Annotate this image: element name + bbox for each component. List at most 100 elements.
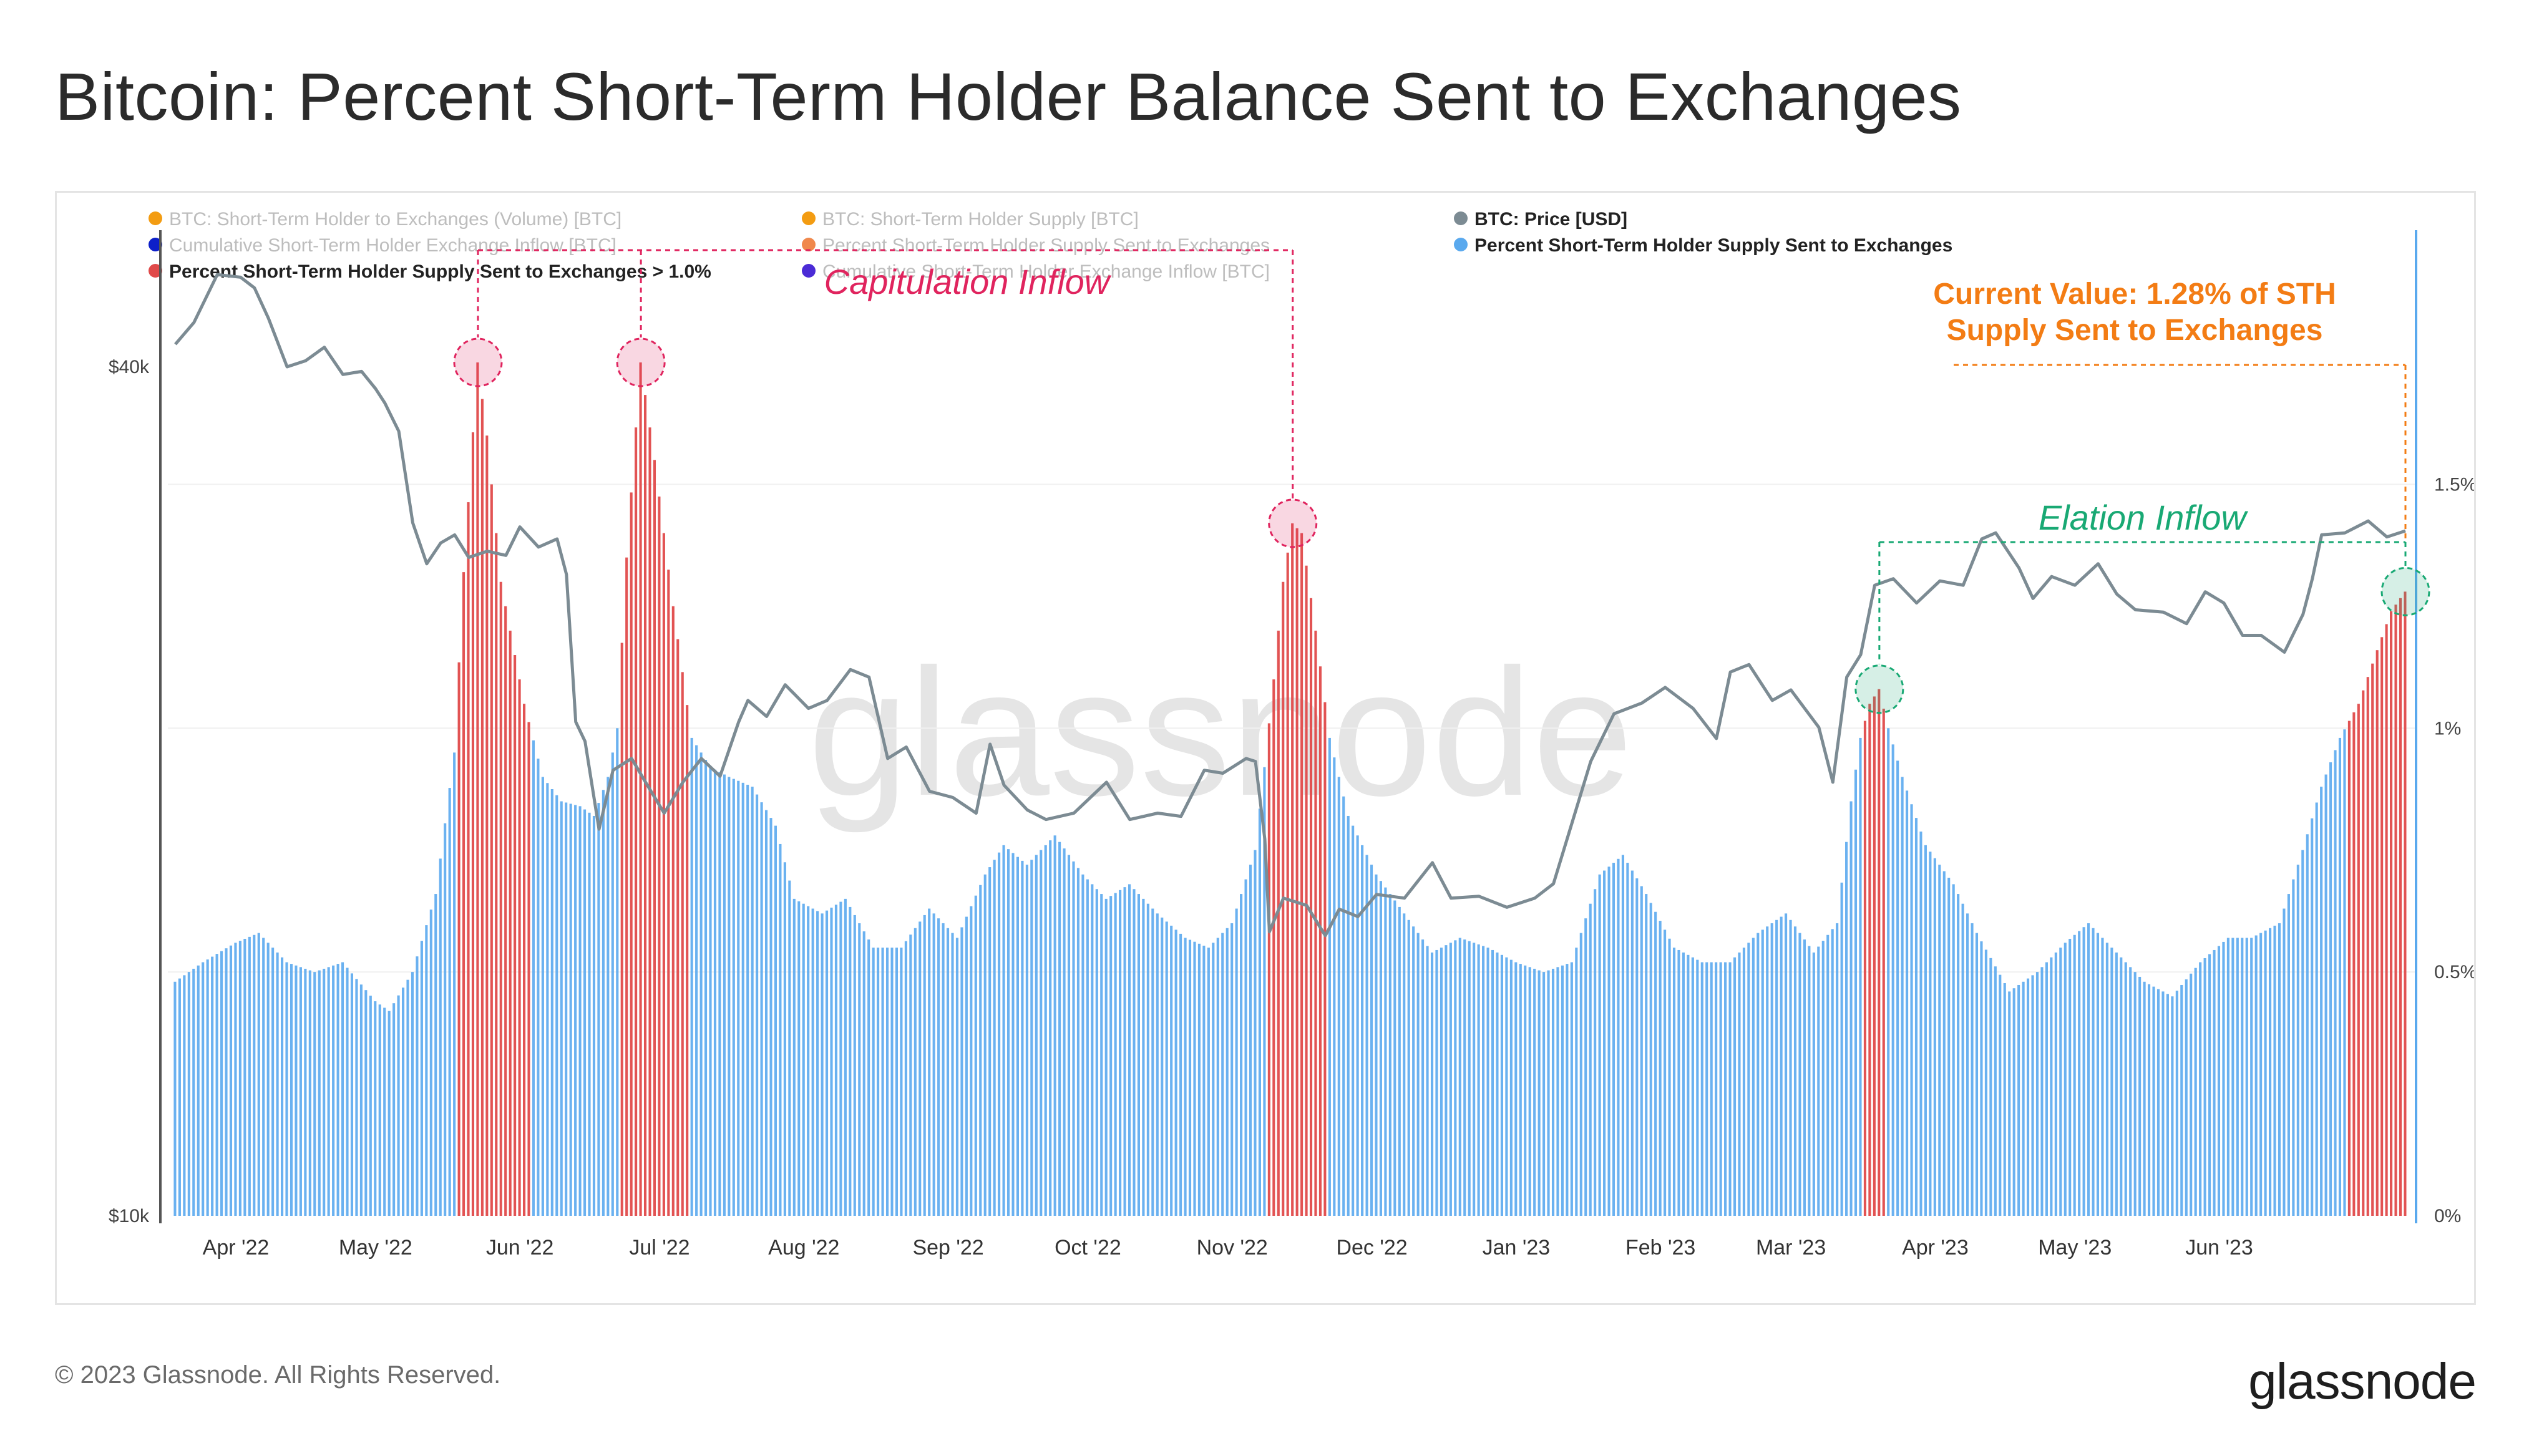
bar: [2194, 968, 2197, 1216]
bar: [760, 802, 763, 1216]
capitulation-marker: [453, 337, 503, 387]
bar: [2190, 973, 2193, 1216]
bar: [1445, 945, 1448, 1216]
bar: [1091, 884, 1094, 1216]
bar: [1011, 853, 1015, 1216]
bar: [187, 972, 190, 1216]
bar: [434, 894, 437, 1216]
bar: [1873, 696, 1876, 1216]
bar: [1757, 933, 1760, 1216]
bar: [2324, 774, 2327, 1216]
bar: [1901, 777, 1904, 1216]
legend-item-label: BTC: Price [USD]: [1474, 209, 1627, 230]
bar: [578, 806, 582, 1216]
bar: [1449, 943, 1452, 1216]
bar: [1705, 962, 1708, 1216]
bar: [951, 933, 954, 1216]
bar: [2045, 962, 2048, 1216]
bar: [1254, 850, 1257, 1216]
legend-item-label: Percent Short-Term Holder Supply Sent to…: [822, 235, 1270, 256]
bar: [1561, 965, 1564, 1216]
bar: [546, 783, 549, 1216]
bar: [2040, 967, 2044, 1216]
bar: [462, 572, 465, 1216]
bar: [495, 533, 498, 1216]
bar: [1854, 769, 1858, 1216]
bar: [1710, 962, 1713, 1216]
bar: [1733, 957, 1737, 1216]
bar: [2226, 938, 2229, 1216]
bar: [797, 901, 801, 1216]
bar: [2129, 967, 2132, 1216]
bar: [1491, 949, 1494, 1216]
bar: [1687, 954, 1690, 1216]
bar: [2082, 927, 2085, 1216]
bar: [1845, 842, 1848, 1216]
bar: [2035, 972, 2039, 1216]
bar: [1984, 949, 1987, 1216]
x-tick-label: May '22: [339, 1236, 412, 1259]
bar: [788, 880, 791, 1216]
bar: [1384, 887, 1387, 1216]
bar: [895, 948, 899, 1216]
bar: [1430, 952, 1434, 1216]
bar: [616, 728, 619, 1216]
bar: [253, 934, 256, 1216]
bar: [2236, 938, 2239, 1216]
bar: [946, 928, 950, 1216]
bar: [1617, 858, 1620, 1216]
bar: [1230, 923, 1234, 1216]
bar: [1142, 898, 1145, 1216]
bar: [2143, 981, 2146, 1216]
annotations: Capitulation Inflow Elation Inflow Current…: [453, 249, 2430, 714]
bar: [970, 906, 973, 1216]
bar: [867, 939, 870, 1216]
bar: [1375, 874, 1378, 1216]
bar: [1770, 923, 1773, 1216]
bar: [569, 803, 572, 1216]
bar: [779, 843, 782, 1216]
bar: [2027, 978, 2030, 1216]
bar: [816, 911, 819, 1216]
x-tick-label: Jun '23: [2185, 1236, 2253, 1259]
bar: [211, 956, 214, 1216]
bar: [1193, 941, 1196, 1216]
bar: [713, 769, 717, 1216]
bar: [2283, 908, 2286, 1216]
bar: [2110, 948, 2113, 1216]
bar: [2301, 850, 2304, 1216]
bar: [555, 795, 558, 1216]
x-tick-label: Apr '23: [1902, 1236, 1969, 1259]
bar: [2352, 712, 2356, 1216]
bar: [1999, 974, 2002, 1216]
bar: [2390, 611, 2393, 1216]
bar: [1318, 666, 1322, 1216]
bar: [904, 941, 907, 1216]
bar: [2217, 946, 2221, 1216]
bar: [471, 432, 475, 1216]
bar: [2287, 894, 2290, 1216]
bar: [2250, 938, 2253, 1216]
legend-item-label: Percent Short-Term Holder Supply Sent to…: [169, 261, 711, 282]
bar: [769, 818, 772, 1216]
bar: [1188, 939, 1192, 1216]
bar: [1240, 894, 1243, 1216]
bar: [849, 906, 852, 1216]
bar: [1547, 970, 1550, 1216]
bar: [2264, 930, 2267, 1216]
legend-item-label: Cumulative Short-Term Holder Exchange In…: [822, 261, 1270, 282]
legend-dot: [802, 264, 816, 278]
bar: [728, 777, 731, 1216]
bar: [662, 533, 665, 1216]
bar: [518, 679, 521, 1216]
bar: [671, 606, 675, 1216]
bar: [313, 972, 316, 1216]
bar: [625, 557, 628, 1216]
bar: [1174, 929, 1177, 1216]
bar: [1594, 889, 1597, 1216]
bar: [2273, 925, 2276, 1216]
bar: [1621, 855, 1624, 1216]
bar: [844, 898, 847, 1216]
bar: [1104, 898, 1108, 1216]
legend-dot: [802, 238, 816, 251]
